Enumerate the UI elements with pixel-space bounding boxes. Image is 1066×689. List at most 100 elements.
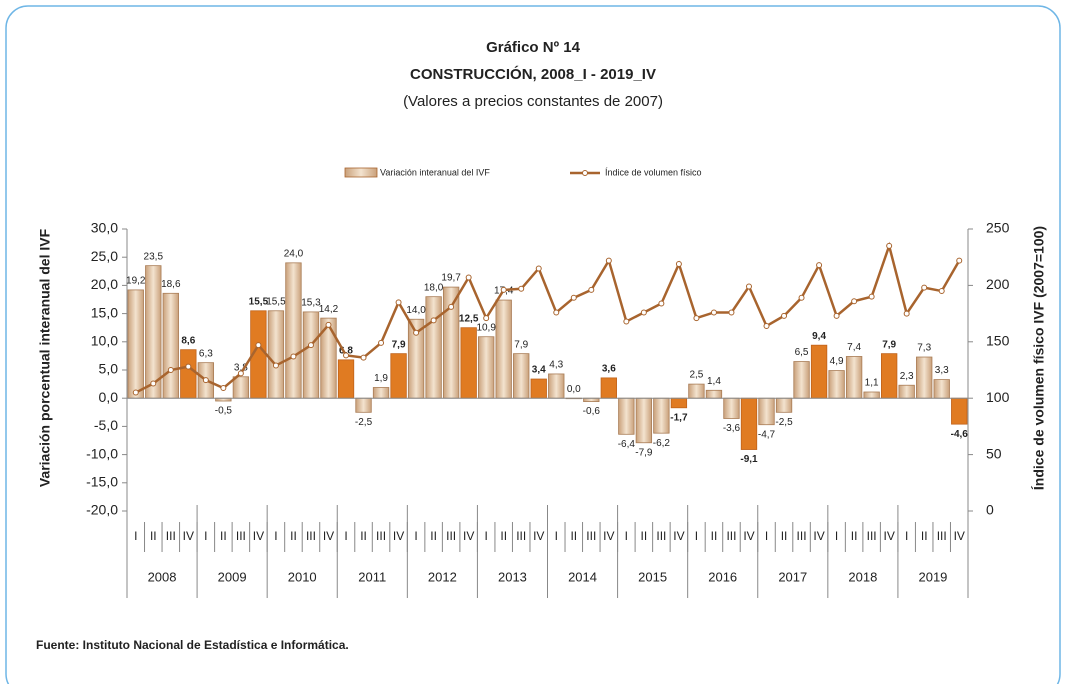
bar <box>478 336 495 399</box>
data-label: 1,1 <box>865 378 879 389</box>
data-label: 10,9 <box>476 322 496 333</box>
data-label: -3,6 <box>723 423 741 434</box>
line-marker <box>851 298 858 305</box>
data-label: -9,1 <box>740 454 758 465</box>
line-marker <box>675 260 682 267</box>
data-label: -6,2 <box>653 438 671 449</box>
bar <box>740 397 758 450</box>
bar <box>267 310 285 399</box>
data-label: 6,5 <box>795 347 809 358</box>
data-label: 4,9 <box>830 356 844 367</box>
bar <box>828 370 845 399</box>
bar <box>863 391 880 399</box>
y-tick-label: 10,0 <box>91 333 118 349</box>
data-label: 15,5 <box>249 296 269 307</box>
data-label: 7,9 <box>392 339 406 350</box>
x-tick-label: I <box>134 529 137 543</box>
y-tick-label: 25,0 <box>91 248 118 264</box>
bar <box>372 387 390 399</box>
data-label: 0,0 <box>567 384 581 395</box>
line-marker <box>448 303 455 310</box>
x-tick-label: II <box>570 529 577 543</box>
x-tick-label: I <box>625 529 628 543</box>
x-tick-label: I <box>485 529 488 543</box>
line-marker <box>938 288 945 295</box>
line-marker <box>167 367 174 373</box>
x-tick-label: III <box>867 529 877 543</box>
bar <box>810 344 828 399</box>
line-marker <box>518 285 525 292</box>
data-label: 7,4 <box>847 342 861 353</box>
year-label: 2010 <box>288 569 317 584</box>
data-label: 7,9 <box>514 339 528 350</box>
data-label: -2,5 <box>775 417 793 428</box>
bar <box>442 286 460 399</box>
line-marker <box>272 362 279 369</box>
bar <box>530 378 547 399</box>
data-label: 4,3 <box>549 360 563 371</box>
y-tick-label: 15,0 <box>91 304 118 320</box>
x-tick-label: I <box>695 529 698 543</box>
y2-axis-label: Índice de volumen físico IVF (2007=100) <box>1031 226 1047 490</box>
bar <box>337 359 355 399</box>
bar <box>513 353 530 399</box>
x-tick-label: III <box>797 529 807 543</box>
line-marker <box>816 262 823 269</box>
x-tick-label: I <box>414 529 417 543</box>
data-label: 19,7 <box>441 273 461 284</box>
line-marker <box>745 283 752 290</box>
line-marker <box>623 318 630 325</box>
x-tick-label: IV <box>673 529 684 543</box>
line-marker <box>763 323 770 330</box>
x-tick-label: II <box>711 529 718 543</box>
x-tick-label: II <box>641 529 648 543</box>
y-tick-label: -15,0 <box>86 474 118 490</box>
y-tick-label: -5,0 <box>94 417 118 433</box>
line-marker <box>956 257 963 264</box>
x-tick-label: III <box>306 529 316 543</box>
data-label: -1,7 <box>670 412 688 423</box>
year-label: 2015 <box>638 569 667 584</box>
x-tick-label: III <box>586 529 596 543</box>
bar <box>460 327 477 399</box>
data-label: 6,8 <box>339 345 353 356</box>
y-tick-label: 5,0 <box>99 361 119 377</box>
y2-tick-label: 100 <box>986 389 1010 405</box>
bar <box>302 311 320 399</box>
x-tick-label: III <box>446 529 456 543</box>
data-label: 19,2 <box>126 276 146 287</box>
data-label: 1,9 <box>374 373 388 384</box>
data-label: 6,3 <box>199 348 213 359</box>
x-tick-label: I <box>765 529 768 543</box>
bar <box>425 296 442 399</box>
line-marker <box>220 385 227 392</box>
x-tick-label: IV <box>463 529 474 543</box>
x-tick-label: IV <box>883 529 894 543</box>
bar <box>933 379 950 399</box>
x-tick-label: IV <box>813 529 824 543</box>
data-label: -6,4 <box>618 439 636 450</box>
bar <box>180 349 197 399</box>
line-marker <box>360 354 367 361</box>
data-label: -4,7 <box>758 429 776 440</box>
x-tick-label: I <box>204 529 207 543</box>
line-marker <box>290 353 297 360</box>
x-tick-label: IV <box>603 529 614 543</box>
line <box>135 241 961 394</box>
bar <box>390 353 407 399</box>
x-tick-label: II <box>150 529 157 543</box>
data-label: 18,6 <box>161 279 181 290</box>
data-label: 8,6 <box>181 335 195 346</box>
x-tick-label: III <box>516 529 526 543</box>
line-marker <box>343 352 350 359</box>
y-tick-label: -20,0 <box>86 502 118 518</box>
y-tick-label: 0,0 <box>99 389 119 405</box>
y2-tick-label: 0 <box>986 502 994 518</box>
chart-subtitle: CONSTRUCCIÓN, 2008_I - 2019_IV <box>410 65 656 83</box>
data-label: 3,6 <box>602 364 616 375</box>
data-label: 9,4 <box>812 331 826 342</box>
x-tick-label: I <box>344 529 347 543</box>
data-label: 3,3 <box>935 365 949 376</box>
x-tick-label: III <box>937 529 947 543</box>
